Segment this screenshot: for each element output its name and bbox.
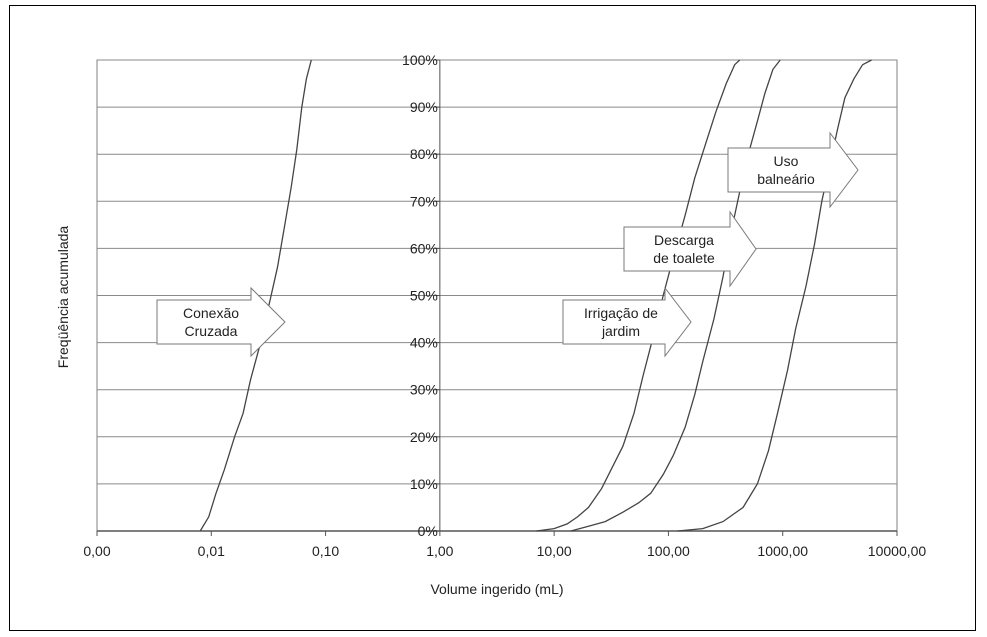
x-tick-label: 0,10: [312, 543, 339, 559]
annotations: Conexão Cruzada Irrigação de jardim Descarga…: [156, 131, 859, 358]
y-axis-label: Freqüência acumulada: [55, 226, 71, 369]
x-axis-label: Volume ingerido (mL): [430, 581, 563, 597]
y-tick-label: 60%: [410, 240, 438, 256]
y-tick-label: 50%: [410, 288, 438, 304]
annotation-arrow: [156, 286, 286, 358]
annotation-label: jardim: [601, 323, 640, 339]
annotation-label: Descarga: [654, 232, 714, 248]
y-tick-label: 40%: [410, 335, 438, 351]
grid-lines: [96, 59, 898, 532]
x-tick-label: 1,00: [426, 543, 453, 559]
y-tick-label: 20%: [410, 429, 438, 445]
y-tick-label: 10%: [410, 476, 438, 492]
annotation-label: de toalete: [653, 250, 715, 266]
series-line: [677, 59, 872, 532]
annotation-label: balneário: [757, 171, 815, 187]
y-tick-label: 100%: [402, 52, 438, 68]
x-tick-label: 100,00: [647, 543, 690, 559]
annotation-label: Uso: [774, 153, 799, 169]
x-tick-label: 1000,00: [757, 543, 808, 559]
y-tick-label: 30%: [410, 382, 438, 398]
x-tick-label: 0,00: [83, 543, 110, 559]
series-line: [570, 59, 781, 532]
annotation-arrow: [727, 131, 859, 209]
axes: [96, 59, 898, 536]
x-tick-label: 10000,00: [868, 543, 927, 559]
annotation-label: Conexão: [183, 305, 239, 321]
y-tick-label: 90%: [410, 99, 438, 115]
series-line: [536, 59, 741, 532]
x-tick-label: 0,01: [198, 543, 225, 559]
annotation-arrow: [623, 210, 757, 288]
tick-labels: 0% 10% 20% 30% 40% 50% 60% 70% 80% 90% 100% 0,00 0,0…: [83, 52, 926, 559]
annotation-label: Cruzada: [185, 323, 238, 339]
y-tick-label: 0%: [418, 523, 438, 539]
y-tick-label: 80%: [410, 146, 438, 162]
y-tick-label: 70%: [410, 193, 438, 209]
annotation-arrow: [562, 286, 692, 358]
annotation-label: Irrigação de: [584, 305, 658, 321]
x-tick-label: 10,00: [537, 543, 572, 559]
